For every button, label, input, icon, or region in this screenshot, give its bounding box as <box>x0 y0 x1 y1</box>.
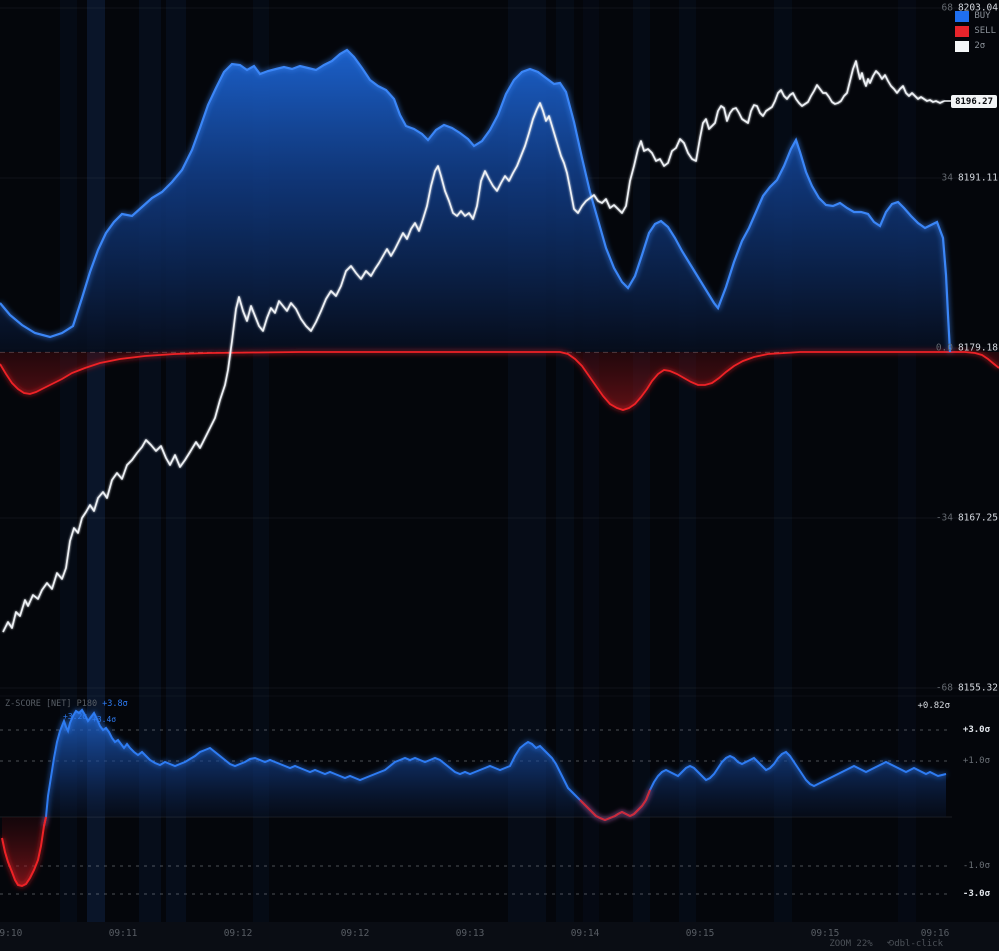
price-line <box>2 60 945 633</box>
sigma-axis-label: +1.0σ <box>962 756 990 766</box>
time-axis-label: 09:14 <box>570 928 600 939</box>
zscore-line-red-left <box>1 816 47 888</box>
sigma-axis-label: -3.0σ <box>962 889 990 899</box>
footer-controls: ZOOM 22% ⟲dbl-click <box>829 939 943 949</box>
pulse-band <box>679 0 696 935</box>
time-axis-label: 09:12 <box>223 928 253 939</box>
buy-pressure-line <box>0 48 952 353</box>
current-price-badge: 8196.27 <box>951 95 997 108</box>
sell-pressure-area <box>0 352 999 410</box>
pressure-axis-label: 0.0 <box>935 342 953 354</box>
zoom-level-label: ZOOM 22% <box>829 939 873 949</box>
legend-label-2sigma: 2σ <box>974 41 986 51</box>
time-axis-label: 09:10 <box>0 928 23 939</box>
pressure-axis-label: 34 <box>941 172 953 184</box>
sell-pressure-line <box>0 351 999 411</box>
zscore-peak-annotation: +3.4σ <box>92 715 117 724</box>
sell-swatch-icon <box>955 25 970 37</box>
pulse-band <box>633 0 650 935</box>
pulse-band <box>87 0 105 935</box>
buy-swatch-icon <box>955 10 970 22</box>
sigma-axis-label: +3.0σ <box>962 725 990 735</box>
price-axis-label: 8155.32 <box>957 682 998 694</box>
pulse-band <box>583 0 599 935</box>
pressure-axis-label: 68 <box>941 2 953 14</box>
pressure-axis-label: -68 <box>935 682 953 694</box>
zscore-peak-annotation: +3.2σ <box>63 712 88 721</box>
legend-label-sell: SELL <box>974 26 996 36</box>
legend-item-sell[interactable]: SELL <box>955 25 996 37</box>
legend-label-buy: BUY <box>974 11 991 21</box>
price-axis-label: 8167.25 <box>957 512 998 524</box>
zscore-line-red-mid <box>579 789 651 822</box>
sigma-axis-label: -1.0σ <box>962 861 990 871</box>
legend-item-buy[interactable]: BUY <box>955 10 996 22</box>
zscore-peak-value: +3.8σ <box>102 699 128 709</box>
zscore-negative-area-left <box>2 817 46 886</box>
legend: BUY SELL 2σ <box>955 10 996 55</box>
time-axis-label: 09:11 <box>108 928 138 939</box>
price-axis-label: 8179.18 <box>957 342 998 354</box>
time-axis-label: 09:12 <box>340 928 370 939</box>
zscore-panel-title: Z-SCORE [NET] P180 +3.8σ <box>5 699 128 709</box>
zscore-current-value: +0.82σ <box>917 701 950 711</box>
price-axis-label: 8191.11 <box>957 172 998 184</box>
buy-pressure-area <box>0 50 950 352</box>
time-axis-label: 09:15 <box>810 928 840 939</box>
price-axis-label: 8203.04 <box>957 2 998 14</box>
sigma-swatch-icon <box>955 40 970 52</box>
reset-zoom-icon[interactable]: ⟲ <box>886 939 895 949</box>
zscore-title-text: Z-SCORE [NET] P180 <box>5 699 98 709</box>
dblclick-hint-label: dbl-click <box>894 939 943 949</box>
time-axis-label: 09:16 <box>920 928 950 939</box>
time-axis-label: 09:15 <box>685 928 715 939</box>
pulse-band <box>60 0 77 935</box>
time-axis-label: 09:13 <box>455 928 485 939</box>
zscore-line <box>43 708 947 827</box>
legend-item-2sigma[interactable]: 2σ <box>955 40 996 52</box>
pressure-axis-label: -34 <box>935 512 953 524</box>
footer-strip <box>0 922 999 951</box>
